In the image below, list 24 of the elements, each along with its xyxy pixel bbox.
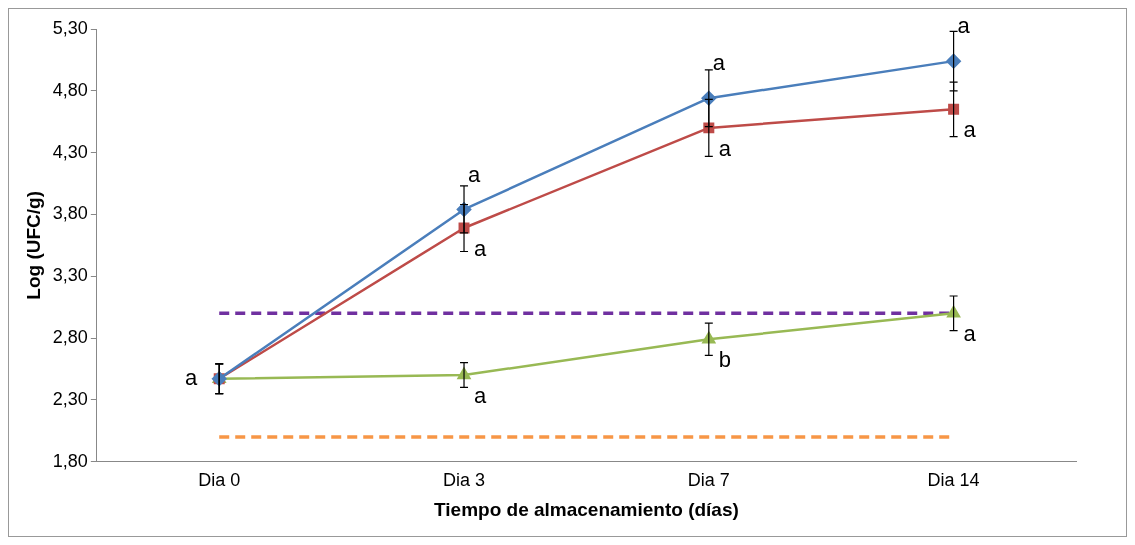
annotation: a <box>963 321 977 347</box>
annotation: b <box>718 347 731 373</box>
x-tick-label: Dia 3 <box>443 470 486 491</box>
annotation: a <box>718 135 732 161</box>
y-tick-label: 5,30 <box>52 17 88 38</box>
annotation: a <box>712 50 726 76</box>
y-tick-label: 2,30 <box>52 388 88 409</box>
y-tick-label: 1,80 <box>52 450 88 471</box>
x-tick-label: Dia 0 <box>198 470 241 491</box>
x-tick-label: Dia 7 <box>687 470 730 491</box>
annotation: a <box>467 161 481 187</box>
y-axis-title: Log (UFC/g) <box>22 190 44 300</box>
annotation: a <box>963 117 977 143</box>
x-tick-label: Dia 14 <box>927 470 980 491</box>
annotation: a <box>185 364 199 390</box>
annotation: a <box>473 236 487 262</box>
y-tick-label: 4,30 <box>52 141 88 162</box>
annotation: a <box>473 383 487 409</box>
y-tick-label: 4,80 <box>52 79 88 100</box>
y-tick-label: 2,80 <box>52 326 88 347</box>
annotation: a <box>957 13 971 39</box>
y-tick-label: 3,30 <box>52 265 88 286</box>
y-tick-label: 3,80 <box>52 203 88 224</box>
x-axis-title: Tiempo de almacenamiento (días) <box>434 498 739 520</box>
